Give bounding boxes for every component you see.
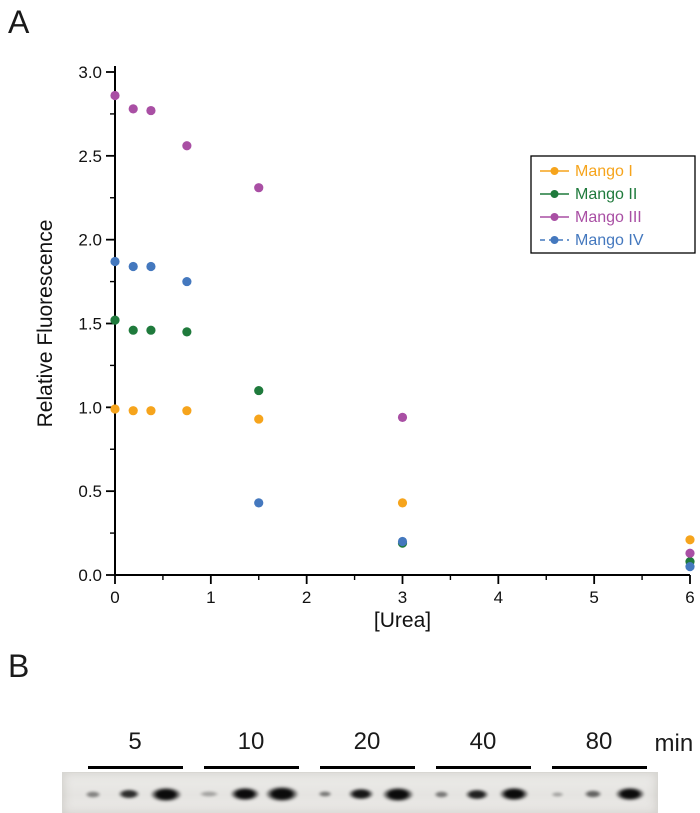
data-point-mango-iv: [397, 536, 408, 547]
gel-band-core: [118, 789, 140, 799]
gel-band-core: [615, 787, 645, 801]
gel-band: [615, 787, 645, 801]
gel-band-core: [348, 788, 374, 800]
x-axis-title: [Urea]: [374, 609, 431, 632]
gel-band: [265, 786, 299, 802]
minutes-unit-label: min: [654, 730, 694, 757]
gel-image: [63, 773, 657, 813]
legend-label: Mango III: [575, 209, 642, 226]
x-tick-label: 4: [494, 588, 503, 607]
gel-band-core: [318, 791, 332, 797]
x-tick-label: 6: [685, 588, 694, 607]
data-point-mango-i: [254, 414, 264, 424]
data-point-mango-i: [685, 535, 695, 545]
time-bracket: [435, 766, 531, 769]
legend-marker: [550, 236, 559, 244]
gel-band: [348, 788, 374, 800]
y-tick-label: 2.5: [78, 147, 102, 166]
y-tick-label: 1.5: [78, 315, 102, 334]
legend-label: Mango IV: [575, 232, 644, 249]
x-tick-label: 2: [302, 588, 311, 607]
time-bracket: [319, 766, 415, 769]
y-tick-label: 2.0: [78, 231, 102, 250]
time-label: 40: [469, 728, 497, 755]
data-point-mango-iii: [685, 548, 695, 558]
y-tick-label: 1.0: [78, 398, 102, 417]
y-tick-label: 0.5: [78, 482, 102, 501]
gel-band: [465, 788, 489, 800]
gel-band: [118, 789, 140, 799]
y-axis-title: Relative Fluorescence: [34, 220, 57, 428]
gel-band: [382, 786, 414, 802]
gel-band-core: [150, 786, 182, 802]
legend-label: Mango II: [575, 186, 637, 203]
legend-marker: [550, 167, 559, 175]
data-point-mango-i: [146, 406, 156, 416]
gel-band: [550, 791, 564, 797]
gel-band-core: [499, 787, 529, 801]
data-point-mango-iii: [397, 412, 408, 422]
gel-band-core: [433, 790, 449, 798]
data-point-mango-iii: [182, 141, 192, 151]
time-label: 80: [585, 728, 613, 755]
time-label: 20: [353, 728, 381, 755]
data-point-mango-iv: [110, 256, 120, 267]
x-tick-label: 3: [398, 588, 407, 607]
data-point-mango-iv: [254, 498, 264, 508]
data-point-mango-iii: [146, 105, 156, 116]
x-tick-label: 5: [589, 588, 598, 607]
gel-band-core: [584, 790, 602, 798]
x-tick-label: 1: [206, 588, 215, 607]
data-point-mango-iv: [128, 261, 138, 272]
gel-band: [433, 790, 449, 798]
data-point-mango-iv: [182, 276, 192, 287]
gel-band-core: [230, 787, 260, 801]
data-point-mango-ii: [182, 327, 192, 337]
data-point-mango-i: [110, 404, 120, 414]
data-point-mango-iv: [685, 562, 695, 572]
data-point-mango-i: [128, 406, 138, 416]
gel-band: [318, 791, 332, 797]
data-point-mango-iii: [110, 90, 120, 101]
panel-a-label: A: [8, 4, 30, 40]
gel-band-core: [550, 791, 564, 797]
y-tick-label: 0.0: [78, 566, 102, 585]
data-point-mango-ii: [146, 325, 156, 335]
time-bracket: [87, 766, 183, 769]
data-point-mango-ii: [110, 315, 120, 325]
gel-band: [199, 791, 219, 797]
panel-b-label: B: [8, 648, 30, 684]
data-point-mango-iii: [254, 183, 264, 193]
time-bracket: [551, 766, 647, 769]
time-bracket: [203, 766, 299, 769]
gel-panel: min 5 10 20 40 80: [0, 690, 700, 813]
legend-label: Mango I: [575, 163, 633, 180]
time-label: 10: [237, 728, 265, 755]
gel-band-core: [465, 788, 489, 800]
data-point-mango-i: [182, 406, 192, 416]
data-point-mango-ii: [254, 385, 264, 396]
data-point-mango-i: [397, 498, 408, 508]
legend-box: [530, 155, 696, 254]
gel-band: [584, 790, 602, 798]
gel-band-core: [382, 786, 414, 802]
x-tick-label: 0: [110, 588, 119, 607]
urea-fluorescence-scatter-chart: 0 1 2 3 4 5 6 0.0 0.5 1.0 1.5 2.0 2.5 3.0 [Urea] Relati…: [34, 63, 696, 632]
data-point-mango-iii: [128, 104, 138, 114]
data-point-mango-iv: [146, 261, 156, 272]
y-tick-label: 3.0: [78, 63, 102, 82]
gel-band-core: [85, 790, 101, 798]
gel-band: [85, 790, 101, 798]
gel-band-core: [265, 786, 299, 802]
data-point-mango-ii: [128, 325, 138, 335]
gel-band-core: [199, 791, 219, 797]
legend-marker: [550, 213, 559, 221]
gel-band: [150, 786, 182, 802]
gel-band: [230, 787, 260, 801]
legend-marker: [550, 190, 559, 198]
time-label: 5: [128, 728, 142, 755]
gel-band: [499, 787, 529, 801]
